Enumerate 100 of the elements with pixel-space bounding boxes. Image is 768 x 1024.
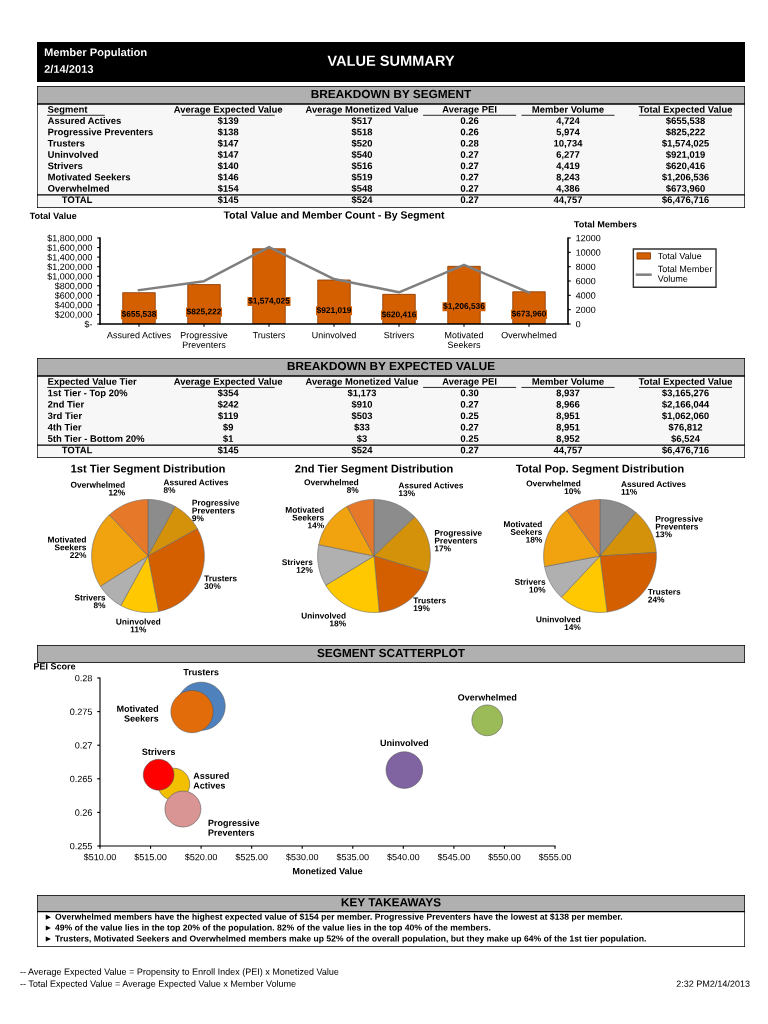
text: $520 <box>351 139 373 148</box>
text: $146 <box>217 173 239 182</box>
text: $3,165,276 <box>662 389 709 398</box>
slice-label: Overwhelmed <box>526 480 581 487</box>
text: 0.25 <box>460 435 479 442</box>
data-label: 30% <box>204 583 221 590</box>
text: ► Trusters, Motivated Seekers and Overwhelmed members make up 52% of the overall population, but they make up 64% of the 1st tier population. <box>45 935 646 944</box>
data-label: 19% <box>413 605 430 612</box>
text: $548 <box>351 184 373 193</box>
slice-label: Assured Actives <box>163 479 229 486</box>
text: $1,206,536 <box>662 173 709 182</box>
slice-label: Progressive Preventers <box>192 499 240 514</box>
text: 0.27 <box>460 173 479 181</box>
y-tick-label: $1,800,000 <box>47 234 93 243</box>
text: $524 <box>351 446 373 454</box>
slice-label: Motivated Seekers <box>503 521 542 535</box>
data-label: $655,538 <box>121 310 157 319</box>
legend-label: Total Member Volume <box>657 265 713 282</box>
text: 0.27 <box>460 151 479 158</box>
slice-label: Progressive Preventers <box>434 529 482 544</box>
x-tick-label: $555.00 <box>538 853 571 861</box>
x-tick-label: Overwhelmed <box>501 331 557 339</box>
text: $620,416 <box>665 162 705 171</box>
y2-tick-label: 4000 <box>575 292 596 299</box>
data-label: $921,019 <box>316 306 352 315</box>
text: $3 <box>356 434 367 443</box>
x-tick-label: Progressive Preventers <box>180 331 228 348</box>
y2-tick-label: 12000 <box>576 234 601 242</box>
chart-title: 2nd Tier Segment Distribution <box>295 464 453 475</box>
x-tick-label: $545.00 <box>437 853 470 861</box>
line-series <box>137 245 531 294</box>
text: $147 <box>217 139 239 148</box>
text: $139 <box>217 116 239 125</box>
x-tick-label: Assured Actives <box>106 331 171 339</box>
slice-label: Motivated Seekers <box>48 536 87 551</box>
text: $140 <box>217 162 239 170</box>
data-label: 11% <box>130 626 147 633</box>
slice-label: Progressive Preventers <box>655 515 703 530</box>
text: $910 <box>351 400 373 409</box>
text: 8,243 <box>556 173 580 182</box>
legend-label: Total Value <box>657 252 702 260</box>
text: 5,974 <box>556 128 580 137</box>
x-tick-label: Uninvolved <box>312 331 356 339</box>
data-label: 22% <box>70 552 87 559</box>
y-tick-label: $1,000,000 <box>47 272 93 281</box>
slice-label: Overwhelmed <box>304 479 359 486</box>
y-tick-label: $1,600,000 <box>47 244 93 252</box>
x-tick-label: $510.00 <box>83 853 116 861</box>
y-tick-label: $1,200,000 <box>47 263 93 272</box>
x-tick-label: $525.00 <box>235 853 268 861</box>
y2-tick-label: 8000 <box>576 263 596 271</box>
text: 8,937 <box>556 389 580 398</box>
y2-tick-label: 2000 <box>576 306 596 314</box>
category-label: Average Expected Value <box>173 105 283 115</box>
data-label: 14% <box>307 522 324 529</box>
text: BREAKDOWN BY EXPECTED VALUE <box>287 361 495 371</box>
x-tick-label: Motivated Seekers <box>445 331 483 348</box>
slice-label: Strivers <box>282 559 313 566</box>
text: ► Overwhelmed members have the highest expected value of $154 per member. Progressive Preventers have the lowest at $138 per member. <box>45 913 623 922</box>
category-label: Total Expected Value <box>638 377 733 387</box>
category-label: 1st Tier - Top 20% <box>48 389 128 399</box>
data-label: 8% <box>93 602 106 609</box>
x-tick-label: $515.00 <box>134 853 167 861</box>
text: 4,724 <box>556 117 580 126</box>
text: 0.27 <box>460 196 479 204</box>
text: $518 <box>351 128 373 136</box>
text: 4,386 <box>556 185 580 194</box>
text: 44,757 <box>553 196 583 205</box>
text: $503 <box>351 412 373 420</box>
text: $655,538 <box>665 116 705 126</box>
text: $354 <box>217 389 239 397</box>
text: $33 <box>354 423 370 432</box>
y-tick-label: 0.265 <box>70 775 92 783</box>
text: $921,019 <box>665 150 705 160</box>
y-tick-label: $800,000 <box>54 282 93 291</box>
chart-title: Total Pop. Segment Distribution <box>515 464 684 475</box>
category-label: Strivers <box>47 162 83 170</box>
text: 0.30 <box>460 389 479 397</box>
text: $6,476,716 <box>662 195 709 205</box>
text: 10,734 <box>554 139 583 148</box>
data-label: $1,574,025 <box>248 297 290 305</box>
category-label: TOTAL <box>61 196 93 204</box>
data-label: 12% <box>109 489 125 496</box>
x-tick-label: $535.00 <box>336 853 369 861</box>
category-label: Progressive Preventers <box>48 128 153 138</box>
category-label: Expected Value Tier <box>48 377 137 387</box>
category-label: Uninvolved <box>48 150 98 158</box>
data-label: 18% <box>329 620 346 627</box>
text: 0.27 <box>460 185 479 192</box>
category-label: Overwhelmed <box>48 184 109 192</box>
data-label: 17% <box>434 545 451 552</box>
x-tick-label: $530.00 <box>286 853 319 861</box>
text: 2/14/2013 <box>44 64 94 74</box>
series-label: Progressive Preventers <box>208 819 260 836</box>
data-label: 9% <box>192 515 204 522</box>
text: $1,173 <box>347 389 377 398</box>
category-label: Member Volume <box>532 377 604 385</box>
data-label: 8% <box>163 487 176 494</box>
slice-label: Overwhelmed <box>70 481 125 488</box>
slice-label: Trusters <box>204 575 237 582</box>
